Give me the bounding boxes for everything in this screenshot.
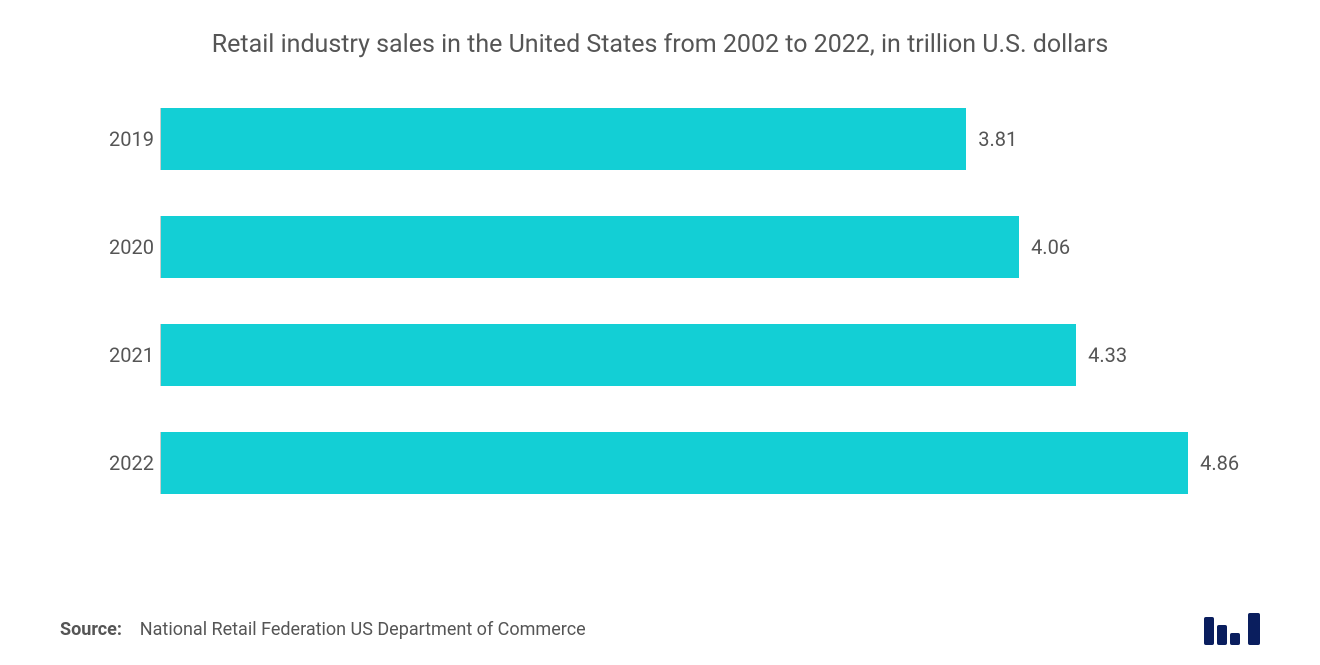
chart-area: 2019 3.81 2020 4.06 2021 4.33 2022 4.86	[0, 78, 1320, 494]
bar-row: 2022 4.86	[60, 432, 1260, 494]
chart-title: Retail industry sales in the United Stat…	[0, 0, 1320, 78]
bar-value-label: 4.06	[1031, 235, 1070, 259]
bar-row: 2020 4.06	[60, 216, 1260, 278]
brand-logo-icon	[1204, 613, 1260, 645]
bar	[161, 216, 1019, 278]
bar	[161, 324, 1076, 386]
bar-value-label: 3.81	[978, 127, 1017, 151]
source-citation: Source: National Retail Federation US De…	[60, 619, 586, 640]
y-axis-label: 2021	[60, 343, 160, 367]
bar-row: 2019 3.81	[60, 108, 1260, 170]
bar-track: 3.81	[160, 108, 1260, 170]
y-axis-label: 2019	[60, 127, 160, 151]
y-axis-label: 2022	[60, 451, 160, 475]
footer-row: Source: National Retail Federation US De…	[0, 613, 1320, 645]
source-label: Source:	[60, 619, 122, 640]
bar-value-label: 4.86	[1200, 451, 1239, 475]
source-text: National Retail Federation US Department…	[140, 619, 586, 640]
bar-track: 4.86	[160, 432, 1260, 494]
bar-track: 4.33	[160, 324, 1260, 386]
bar	[161, 432, 1188, 494]
bar	[161, 108, 966, 170]
y-axis-label: 2020	[60, 235, 160, 259]
bar-value-label: 4.33	[1088, 343, 1127, 367]
bar-track: 4.06	[160, 216, 1260, 278]
bar-row: 2021 4.33	[60, 324, 1260, 386]
